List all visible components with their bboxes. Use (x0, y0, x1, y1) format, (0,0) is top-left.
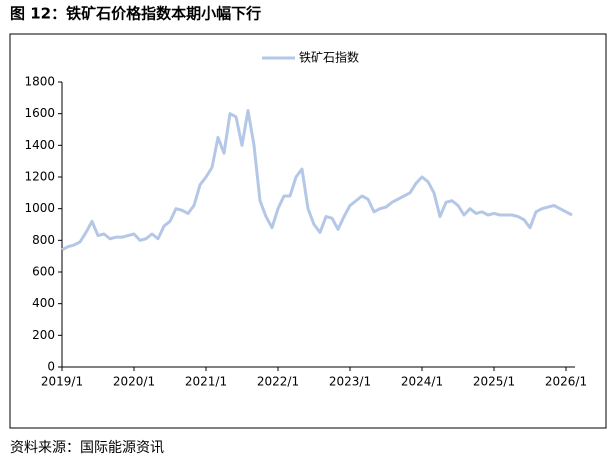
y-tick-label: 0 (47, 360, 55, 374)
y-tick-label: 1400 (24, 138, 55, 152)
chart-frame (9, 33, 607, 429)
y-tick-label: 1200 (24, 170, 55, 184)
y-tick-label: 200 (32, 328, 55, 342)
data-line (61, 109, 573, 252)
y-tick-label: 800 (32, 233, 55, 247)
y-tick-label: 1600 (24, 106, 55, 120)
y-tick-label: 1800 (24, 75, 55, 89)
x-tick-label: 2019/1 (41, 375, 83, 389)
legend-label: 铁矿石指数 (299, 50, 359, 65)
x-tick-label: 2021/1 (185, 375, 227, 389)
x-tick-label: 2023/1 (329, 375, 371, 389)
x-tick-label: 2025/1 (473, 375, 515, 389)
y-tick-label: 1000 (24, 201, 55, 215)
chart-title: 图 12：铁矿石价格指数本期小幅下行 (10, 5, 261, 23)
x-tick-label: 2026/1 (545, 375, 587, 389)
y-tick-label: 400 (32, 296, 55, 310)
y-tick-label: 600 (32, 265, 55, 279)
source-note: 资料来源：国际能源资讯 (10, 440, 164, 456)
x-tick-label: 2020/1 (113, 375, 155, 389)
x-tick-label: 2024/1 (401, 375, 443, 389)
x-tick-label: 2022/1 (257, 375, 299, 389)
